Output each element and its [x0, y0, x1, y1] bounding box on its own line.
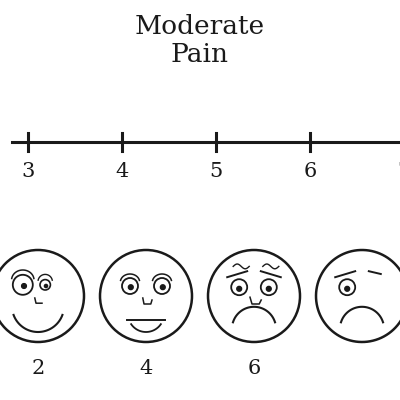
Text: 6: 6 — [247, 358, 261, 378]
Text: 5: 5 — [209, 162, 223, 182]
Circle shape — [22, 284, 26, 288]
Circle shape — [237, 286, 242, 291]
Text: 7: 7 — [397, 162, 400, 182]
Text: Pain: Pain — [171, 42, 229, 66]
Circle shape — [345, 286, 350, 291]
Text: 3: 3 — [21, 162, 35, 182]
Text: Moderate: Moderate — [135, 14, 265, 38]
Circle shape — [266, 286, 271, 291]
Text: 4: 4 — [115, 162, 129, 182]
Circle shape — [160, 285, 165, 290]
Text: 2: 2 — [31, 358, 45, 378]
Circle shape — [44, 284, 48, 288]
Text: 6: 6 — [303, 162, 317, 182]
Text: 4: 4 — [139, 358, 153, 378]
Circle shape — [128, 285, 133, 290]
